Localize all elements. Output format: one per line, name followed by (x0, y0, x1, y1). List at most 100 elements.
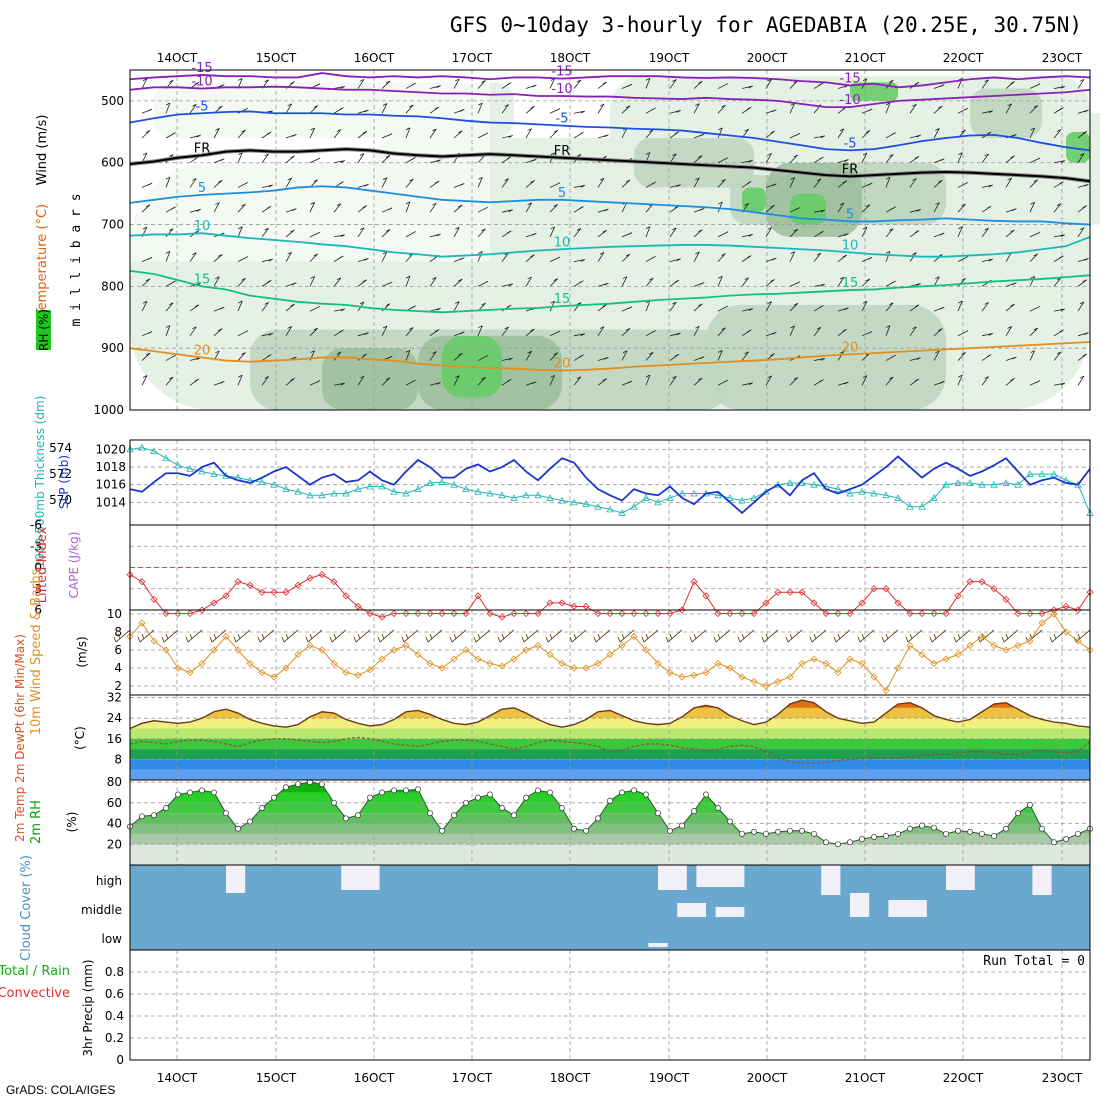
upper-wind-barb-63-840 (885, 302, 894, 312)
upper-wind-barb-75-960 (1029, 380, 1041, 386)
upper-wind-barb-65-960 (909, 378, 920, 386)
lifted-index-series-point-61 (858, 599, 866, 607)
upper-wind-barb-47-800 (693, 282, 705, 287)
thickness-series-point-43 (642, 494, 650, 501)
thickness-series-point-62 (870, 489, 878, 497)
rh-series-point-46 (679, 822, 685, 829)
upper-wind-barb-75-640 (1029, 179, 1039, 188)
upper-wind-barb-77-760 (1053, 255, 1064, 262)
upper-wind-barb-43-800 (645, 277, 654, 287)
upper-wind-barb-41-760 (621, 253, 631, 262)
lifted-index-series-point-41 (618, 609, 626, 618)
upper-wind-barb-73-680 (1005, 208, 1017, 213)
upper-wind-barb-1-680 (141, 204, 151, 213)
lifted-index-series-point-44 (654, 609, 662, 618)
wind-barb-58 (809, 629, 827, 643)
wind-speed-series-point-28 (462, 646, 470, 654)
upper-wind-barb-45-760 (669, 258, 681, 263)
rh-series-point-41 (619, 789, 625, 796)
upper-wind-barb-13-640 (285, 177, 293, 188)
precip-tick-0.2: 0.2 (105, 1031, 124, 1045)
lifted-index-series-point-74 (1014, 609, 1022, 618)
upper-wind-barb-33-480 (525, 84, 537, 89)
wind-speed-series-point-39 (594, 659, 602, 668)
isotherm-label-10: 10 (842, 238, 859, 253)
upper-wind-barb-37-880 (573, 333, 585, 337)
rh-shade-15 (850, 82, 898, 101)
upper-wind-barb-45-480 (669, 79, 677, 89)
temp-band-6 (130, 707, 1090, 719)
isotherm-label-15: 15 (554, 292, 571, 307)
thickness-series-point-76 (1038, 470, 1046, 478)
thickness-series-point-71 (978, 480, 986, 488)
wind-axis-label: 10m Wind Speed & Barbs (29, 569, 44, 736)
upper-wind-barb-13-560 (285, 134, 297, 139)
rh-series-point-11 (259, 805, 265, 811)
upper-wind-barb-59-600 (837, 159, 849, 164)
wind-speed-series-point-36 (558, 659, 566, 668)
wind-speed-series-point-67 (930, 659, 938, 668)
wind-speed-series-point-43 (642, 646, 650, 654)
upper-wind-barb-1-800 (141, 278, 151, 287)
upper-wind-barb-53-560 (765, 130, 775, 139)
thickness-series (129, 447, 1091, 514)
lifted-index-series-point-42 (630, 609, 638, 618)
thickness-series-point-40 (606, 505, 614, 513)
rh-shade-19 (1066, 131, 1090, 163)
rh-series-point-47 (691, 808, 697, 815)
thickness-series-point-19 (354, 485, 362, 493)
lifted-index-series-point-48 (702, 592, 710, 600)
wind-speed-series-point-32 (510, 655, 518, 663)
upper-wind-barb-41-800 (621, 276, 628, 287)
lifted-index-series-point-10 (246, 581, 254, 589)
upper-wind-barb-75-600 (1029, 157, 1041, 164)
isotherm-5 (129, 185, 1091, 226)
upper-wind-barb-65-520 (909, 103, 917, 114)
upper-wind-barb-55-800 (789, 281, 801, 287)
upper-wind-barb-67-480 (933, 84, 945, 89)
upper-wind-barb-31-640 (501, 178, 509, 188)
wind-tick-4: 4 (114, 661, 122, 675)
upper-wind-barb-79-480 (1077, 78, 1085, 89)
upper-wind-barb-13-720 (285, 229, 295, 238)
upper-wind-barb-57-480 (813, 82, 824, 89)
upper-wind-barb-31-960 (501, 378, 512, 386)
rh-series-point-58 (823, 839, 829, 846)
upper-wind-barb-57-560 (813, 135, 825, 139)
temp-band-1 (130, 759, 1090, 770)
wind-barb-10 (233, 629, 251, 643)
rh-tick-20: 20 (107, 837, 122, 851)
cloud-block-2 (658, 865, 687, 890)
wind-barb-4 (161, 629, 179, 643)
lifted-index-series-point-6 (198, 606, 206, 614)
upper-wind-barb-27-840 (453, 301, 460, 312)
wind-speed-series-point-40 (606, 650, 614, 659)
pressure-axis-label-group: m i l l i b a r s (69, 193, 84, 326)
upper-wind-barb-3-800 (165, 280, 176, 287)
rh-series-point-34 (535, 787, 541, 794)
cloud-block-10 (888, 900, 927, 917)
wind-speed-series-point-63 (882, 686, 890, 695)
wind-speed-series-point-18 (342, 668, 350, 677)
wind-speed-series-point-50 (726, 664, 734, 672)
upper-wind-barb-39-760 (597, 252, 605, 262)
wind-speed-series-point-59 (834, 668, 842, 677)
rh-tick-40: 40 (107, 817, 122, 831)
upper-wind-barb-47-880 (693, 325, 700, 337)
thickness-tick-572: 572 (49, 467, 72, 481)
upper-wind-barb-33-600 (525, 158, 537, 164)
upper-wind-barb-53-640 (765, 183, 777, 188)
upper-wind-barb-49-480 (717, 83, 728, 89)
isotherm-label--15: -15 (839, 71, 860, 86)
upper-wind-barb-3-880 (165, 325, 171, 336)
upper-wind-barb-65-680 (909, 208, 921, 213)
upper-wind-barb-7-640 (213, 179, 223, 188)
upper-wind-barb-63-680 (885, 206, 896, 213)
upper-wind-barb-55-560 (789, 132, 801, 139)
upper-wind-barb-67-640 (933, 179, 943, 188)
precip-tick-0: 0 (116, 1053, 124, 1067)
thickness-series-point-64 (894, 494, 902, 501)
rh-series-point-52 (751, 828, 757, 835)
lifted-index-series-point-73 (1002, 595, 1010, 603)
upper-wind-barb-9-680 (237, 203, 246, 213)
